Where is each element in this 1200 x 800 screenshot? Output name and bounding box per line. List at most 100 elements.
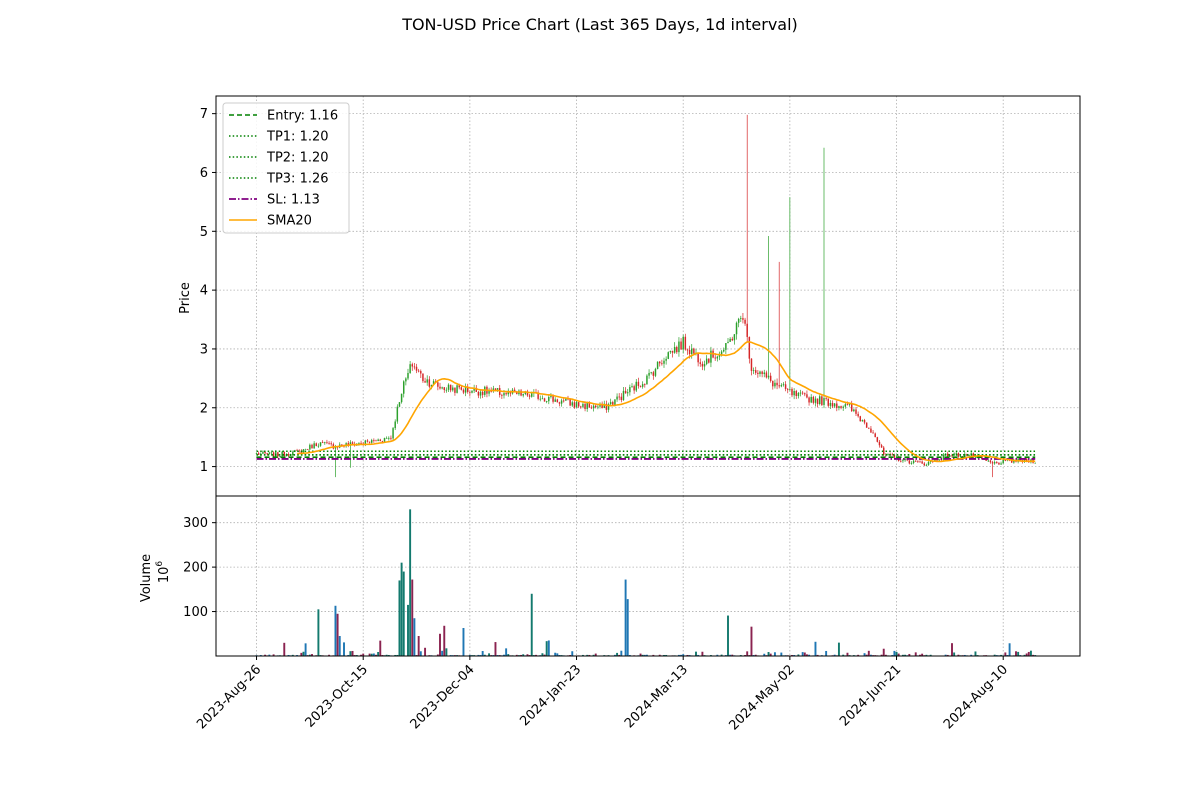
volume-bar [682,654,685,656]
volume-bar [686,654,689,656]
volume-bar [387,654,390,656]
candle-body [993,462,996,464]
candle-body [693,348,695,354]
volume-bar [351,650,354,656]
candle-body [705,358,708,365]
candle-body [746,323,748,337]
volume-bar [530,593,533,656]
candle-body [417,370,420,372]
volume-bar [515,654,518,656]
candle-body [688,349,691,355]
candle-body [697,352,699,363]
candle-body [584,403,586,409]
candle-body [349,442,352,446]
candle-body [586,403,588,409]
volume-bar [372,653,375,656]
volume-bar [842,654,845,656]
candle-body [878,441,881,446]
candle-body [646,375,648,385]
candle-body [955,452,958,454]
volume-bar [520,654,523,656]
candle-body [814,398,817,403]
candle-body [769,375,772,381]
candle-body [863,420,866,423]
candle-body [520,390,522,396]
volume-bar [763,653,766,656]
volume-y-tick-label: 300 [183,516,208,531]
candle-body [505,393,507,395]
price-y-tick-label: 7 [200,107,208,122]
candle-body [853,409,855,412]
volume-bar [439,633,441,656]
volume-bar [808,654,811,656]
candle-body [330,443,332,445]
candle-body [624,390,627,394]
candle-body [614,399,616,405]
candle-body [780,385,783,387]
candle-body [475,387,478,392]
candle-body [569,399,571,406]
volume-bar [505,648,508,656]
volume-bar [857,654,860,656]
candle-body [786,388,789,390]
candle-body [957,452,960,457]
candle-body [765,372,768,378]
volume-bar [338,636,341,656]
volume-bar [503,654,505,656]
volume-bar [616,652,619,656]
candle-body [257,453,260,455]
volume-bar [526,654,529,656]
candle-body [727,341,729,344]
candle-body [379,439,382,442]
volume-bar [328,654,331,656]
candle-body [710,350,712,363]
volume-bar [797,654,800,656]
candle-body [731,338,734,341]
candle-body [872,432,874,434]
volume-bar [895,651,898,656]
candle-body [405,378,407,382]
x-tick-label: 2023-Aug-26 [194,662,264,732]
candle-body [991,462,994,464]
candle-body [970,453,972,455]
volume-bar [300,652,303,656]
candle-body [577,402,580,407]
volume-bar [780,652,783,656]
candle-body [804,393,806,395]
volume-bar [588,654,591,656]
volume-bar [944,654,947,656]
candle-body [452,387,454,391]
candle-body [501,394,503,396]
candle-body [445,389,448,391]
candle-body [923,463,926,466]
candle-body [430,384,433,387]
candle-body [603,403,606,408]
volume-bar [750,626,753,656]
candle-body [880,445,883,448]
volume-bar [594,653,597,656]
candle-body [328,442,330,444]
volume-bar [963,654,966,656]
volume-bar [1015,651,1017,656]
candle-body [411,364,414,367]
candle-body [678,341,680,353]
candle-body [1002,459,1004,464]
volume-bar [370,653,373,656]
candle-body [319,442,322,446]
candle-body [571,402,574,406]
volume-bar [957,654,960,656]
volume-bar [362,653,365,656]
candle-body [358,442,360,444]
candle-body [537,392,539,399]
candle-body [539,398,542,400]
volume-bar [716,654,719,656]
candle-body [836,403,838,409]
candle-body [703,364,706,367]
volume-bar [1032,654,1035,656]
candle-body [767,375,770,378]
volume-bar [620,650,623,656]
candle-body [793,391,795,396]
volume-bar [893,650,896,656]
volume-bar [729,654,732,656]
candle-body [850,404,853,412]
